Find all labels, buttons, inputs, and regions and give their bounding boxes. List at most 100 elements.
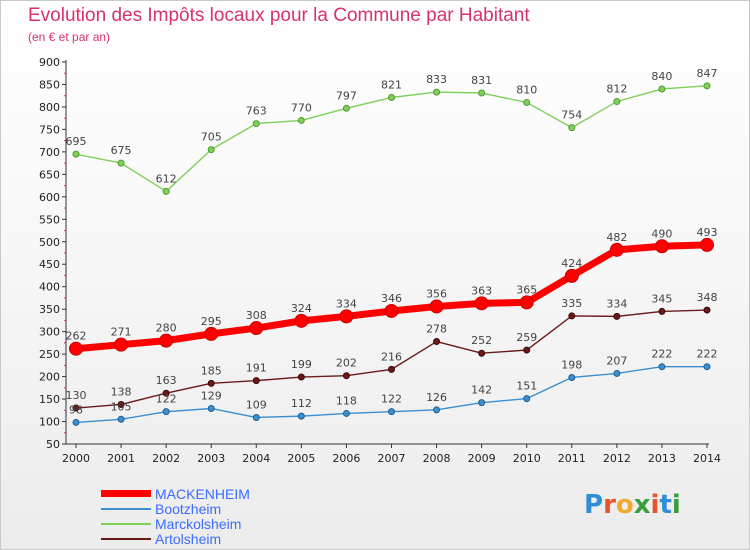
data-label-artolsheim: 216 (381, 350, 402, 363)
logo-letter: x (633, 490, 651, 520)
data-label-mackenheim: 482 (606, 231, 627, 244)
x-tick-label: 2003 (197, 452, 225, 465)
x-tick-label: 2000 (62, 452, 90, 465)
data-label-artolsheim: 191 (246, 362, 267, 375)
data-label-bootzheim: 122 (381, 393, 402, 406)
data-label-mackenheim: 280 (156, 322, 177, 335)
data-point-mackenheim (204, 326, 219, 341)
data-point-mackenheim (159, 333, 174, 348)
data-label-mackenheim: 424 (561, 257, 582, 270)
data-point-mackenheim (429, 299, 444, 314)
x-tick-label: 2012 (603, 452, 631, 465)
data-label-mackenheim: 295 (201, 315, 222, 328)
data-label-artolsheim: 130 (66, 389, 87, 402)
data-point-bootzheim (342, 409, 350, 417)
data-point-bootzheim (388, 408, 395, 416)
data-point-bootzheim (523, 395, 531, 403)
y-tick-label: 750 (39, 123, 60, 136)
logo-letter: P (584, 490, 604, 520)
legend-item-artolsheim: Artolsheim (101, 530, 250, 547)
data-label-bootzheim: 126 (426, 391, 447, 404)
legend-swatch (101, 507, 151, 510)
data-label-bootzheim: 122 (156, 393, 177, 406)
data-point-bootzheim (117, 415, 125, 423)
legend-swatch (101, 490, 151, 497)
data-label-bootzheim: 112 (291, 397, 312, 410)
logo-letter: i (671, 490, 681, 520)
x-tick-label: 2014 (693, 452, 721, 465)
data-label-marckolsheim: 754 (561, 109, 582, 122)
data-point-artolsheim (523, 346, 531, 354)
logo-letter: i (650, 490, 660, 520)
data-point-mackenheim (114, 337, 129, 352)
data-point-artolsheim (342, 372, 350, 380)
data-point-bootzheim (568, 373, 576, 381)
data-point-bootzheim (703, 363, 711, 371)
data-point-mackenheim (609, 242, 624, 257)
data-label-marckolsheim: 705 (201, 131, 222, 144)
x-tick-label: 2006 (332, 452, 360, 465)
data-label-marckolsheim: 797 (336, 89, 357, 102)
data-label-bootzheim: 198 (561, 358, 582, 371)
y-tick-label: 300 (39, 326, 60, 339)
y-tick-label: 500 (39, 236, 60, 249)
data-label-marckolsheim: 831 (471, 74, 492, 87)
data-point-artolsheim (433, 338, 441, 346)
data-label-bootzheim: 129 (201, 389, 222, 402)
data-point-bootzheim (297, 412, 305, 420)
data-label-mackenheim: 490 (651, 227, 672, 240)
data-label-marckolsheim: 821 (381, 79, 402, 92)
data-point-bootzheim (252, 413, 260, 421)
data-point-mackenheim (700, 237, 714, 252)
data-label-artolsheim: 334 (606, 297, 627, 310)
data-point-marckolsheim (613, 98, 621, 106)
data-point-marckolsheim (342, 104, 350, 112)
y-tick-label: 700 (39, 146, 60, 159)
data-point-mackenheim (654, 239, 669, 254)
data-label-marckolsheim: 847 (697, 67, 718, 80)
data-label-artolsheim: 185 (201, 364, 222, 377)
data-label-mackenheim: 356 (426, 287, 447, 300)
data-point-mackenheim (294, 313, 309, 328)
data-label-marckolsheim: 763 (246, 105, 267, 118)
y-tick-label: 350 (39, 303, 60, 316)
legend-item-marckolsheim: Marckolsheim (101, 516, 250, 532)
data-point-artolsheim (162, 389, 170, 397)
data-label-bootzheim: 98 (69, 403, 83, 416)
data-label-marckolsheim: 812 (606, 83, 627, 96)
data-point-artolsheim (568, 312, 576, 320)
data-label-marckolsheim: 695 (66, 135, 87, 148)
y-tick-label: 850 (39, 78, 60, 91)
y-tick-label: 50 (46, 438, 60, 451)
data-point-marckolsheim (433, 88, 441, 96)
data-point-artolsheim (388, 365, 395, 373)
y-tick-label: 450 (39, 258, 60, 271)
data-label-artolsheim: 335 (561, 297, 582, 310)
y-tick-label: 650 (39, 168, 60, 181)
x-tick-label: 2005 (287, 452, 315, 465)
data-label-bootzheim: 222 (697, 348, 718, 361)
data-point-bootzheim (207, 404, 215, 412)
y-tick-label: 150 (39, 393, 60, 406)
y-tick-label: 900 (39, 56, 60, 69)
data-point-artolsheim (613, 312, 621, 320)
logo-letter: o (615, 490, 634, 520)
data-point-marckolsheim (297, 116, 305, 124)
data-point-bootzheim (433, 406, 441, 414)
data-label-bootzheim: 207 (606, 354, 627, 367)
legend-label: Artolsheim (155, 530, 222, 547)
x-tick-label: 2001 (107, 452, 135, 465)
data-point-artolsheim (252, 377, 260, 385)
y-tick-label: 400 (39, 281, 60, 294)
y-tick-label: 100 (39, 416, 60, 429)
data-point-marckolsheim (252, 120, 260, 128)
data-label-bootzheim: 109 (246, 398, 267, 411)
data-label-mackenheim: 308 (246, 309, 267, 322)
legend-label: Bootzheim (155, 500, 222, 517)
logo-letter: t (659, 490, 672, 520)
data-point-bootzheim (478, 399, 486, 407)
data-label-marckolsheim: 810 (516, 83, 537, 96)
data-point-bootzheim (162, 408, 170, 416)
data-point-marckolsheim (703, 82, 711, 90)
